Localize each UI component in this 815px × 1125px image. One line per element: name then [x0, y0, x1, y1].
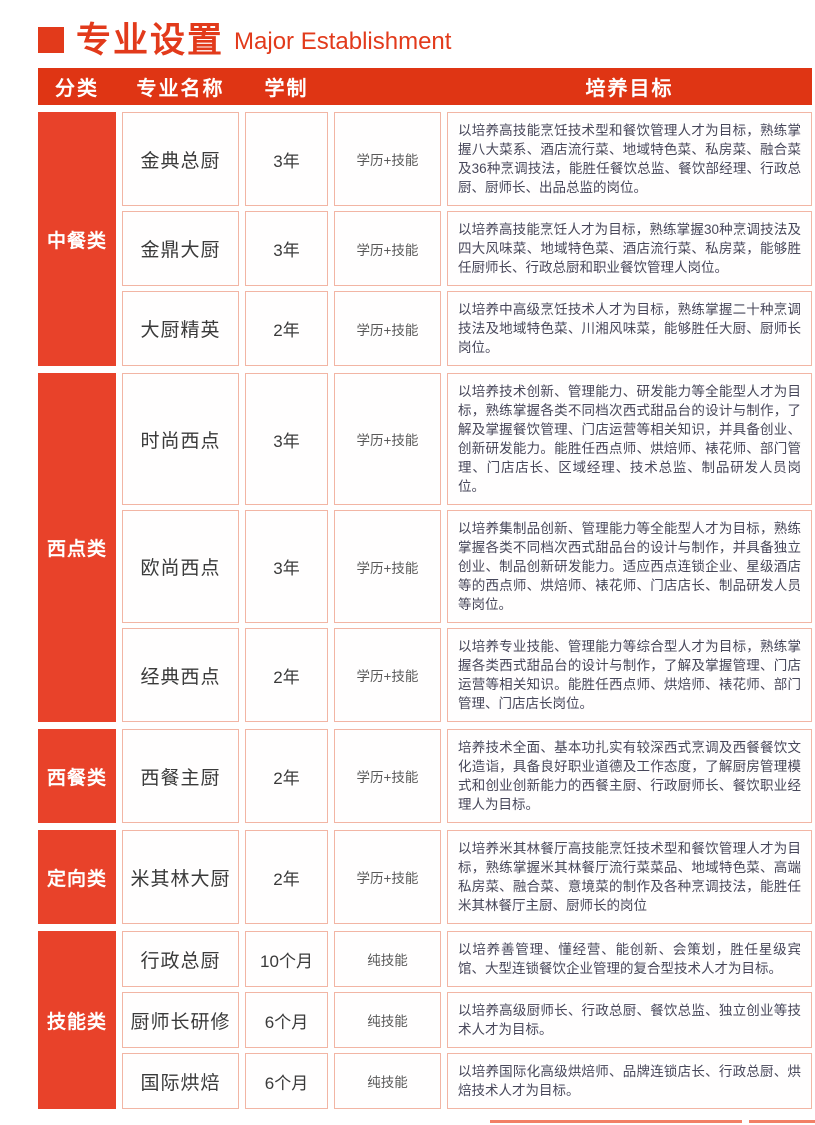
mode-badge: 学历+技能: [334, 291, 441, 366]
duration-cell: 10个月: [245, 931, 328, 987]
major-name-cell: 行政总厨: [122, 931, 239, 987]
mode-badge: 学历+技能: [334, 628, 441, 722]
objective-cell: 以培养集制品创新、管理能力等全能型人才为目标，熟练掌握各类不同档次西式甜品台的设…: [447, 510, 812, 623]
major-name-cell: 国际烘焙: [122, 1053, 239, 1109]
category-group: 西餐类 西餐主厨 2年 学历+技能 培养技术全面、基本功扎实有较深西式烹调及西餐…: [38, 729, 812, 823]
duration-cell: 3年: [245, 112, 328, 206]
table-row: 国际烘焙 6个月 纯技能 以培养国际化高级烘焙师、品牌连锁店长、行政总厨、烘焙技…: [122, 1053, 812, 1109]
mode-badge: 学历+技能: [334, 373, 441, 505]
col-header-objective: 培养目标: [585, 78, 674, 100]
major-name-cell: 大厨精英: [122, 291, 239, 366]
table-body: 中餐类 金典总厨 3年 学历+技能 以培养高技能烹饪技术型和餐饮管理人才为目标，…: [38, 112, 812, 1109]
category-cell: 西餐类: [38, 729, 116, 823]
objective-cell: 以培养国际化高级烘焙师、品牌连锁店长、行政总厨、烘焙技术人才为目标。: [447, 1053, 812, 1109]
mode-badge: 学历+技能: [334, 112, 441, 206]
category-group: 技能类 行政总厨 10个月 纯技能 以培养善管理、懂经营、能创新、会策划，胜任星…: [38, 931, 812, 1109]
table-row: 经典西点 2年 学历+技能 以培养专业技能、管理能力等综合型人才为目标，熟练掌握…: [122, 628, 812, 722]
mode-badge: 纯技能: [334, 992, 441, 1048]
group-rows: 金典总厨 3年 学历+技能 以培养高技能烹饪技术型和餐饮管理人才为目标，熟练掌握…: [122, 112, 812, 366]
major-name-cell: 西餐主厨: [122, 729, 239, 823]
title-square-bullet-icon: [38, 27, 64, 53]
duration-cell: 3年: [245, 211, 328, 286]
table-row: 米其林大厨 2年 学历+技能 以培养米其林餐厅高技能烹饪技术型和餐饮管理人才为目…: [122, 830, 812, 924]
objective-cell: 以培养善管理、懂经营、能创新、会策划，胜任星级宾馆、大型连锁餐饮企业管理的复合型…: [447, 931, 812, 987]
mode-badge: 学历+技能: [334, 510, 441, 623]
mode-badge: 纯技能: [334, 931, 441, 987]
objective-cell: 以培养高技能烹饪人才为目标，熟练掌握30种烹调技法及四大风味菜、地域特色菜、酒店…: [447, 211, 812, 286]
major-name-cell: 金鼎大厨: [122, 211, 239, 286]
col-header-category: 分类: [55, 78, 99, 100]
footer-accent-line: [749, 1120, 815, 1123]
table-row: 行政总厨 10个月 纯技能 以培养善管理、懂经营、能创新、会策划，胜任星级宾馆、…: [122, 931, 812, 987]
table-row: 西餐主厨 2年 学历+技能 培养技术全面、基本功扎实有较深西式烹调及西餐餐饮文化…: [122, 729, 812, 823]
duration-cell: 2年: [245, 628, 328, 722]
group-rows: 西餐主厨 2年 学历+技能 培养技术全面、基本功扎实有较深西式烹调及西餐餐饮文化…: [122, 729, 812, 823]
col-header-duration: 学制: [264, 78, 309, 100]
major-name-cell: 经典西点: [122, 628, 239, 722]
major-name-cell: 欧尚西点: [122, 510, 239, 623]
table-row: 金典总厨 3年 学历+技能 以培养高技能烹饪技术型和餐饮管理人才为目标，熟练掌握…: [122, 112, 812, 206]
page-header: 专业设置 Major Establishment: [0, 0, 815, 64]
col-header-major: 专业名称: [136, 78, 225, 100]
category-group: 中餐类 金典总厨 3年 学历+技能 以培养高技能烹饪技术型和餐饮管理人才为目标，…: [38, 112, 812, 366]
major-name-cell: 金典总厨: [122, 112, 239, 206]
duration-cell: 2年: [245, 830, 328, 924]
objective-cell: 以培养技术创新、管理能力、研发能力等全能型人才为目标，熟练掌握各类不同档次西式甜…: [447, 373, 812, 505]
category-cell: 西点类: [38, 373, 116, 722]
objective-cell: 以培养专业技能、管理能力等综合型人才为目标，熟练掌握各类西式甜品台的设计与制作，…: [447, 628, 812, 722]
page-title-en: Major Establishment: [234, 28, 452, 55]
group-rows: 时尚西点 3年 学历+技能 以培养技术创新、管理能力、研发能力等全能型人才为目标…: [122, 373, 812, 722]
mode-badge: 学历+技能: [334, 830, 441, 924]
table-row: 时尚西点 3年 学历+技能 以培养技术创新、管理能力、研发能力等全能型人才为目标…: [122, 373, 812, 505]
category-group: 西点类 时尚西点 3年 学历+技能 以培养技术创新、管理能力、研发能力等全能型人…: [38, 373, 812, 722]
objective-cell: 以培养中高级烹饪技术人才为目标，熟练掌握二十种烹调技法及地域特色菜、川湘风味菜，…: [447, 291, 812, 366]
duration-cell: 6个月: [245, 1053, 328, 1109]
major-name-cell: 时尚西点: [122, 373, 239, 505]
mode-badge: 纯技能: [334, 1053, 441, 1109]
category-cell: 定向类: [38, 830, 116, 924]
category-cell: 技能类: [38, 931, 116, 1109]
major-name-cell: 米其林大厨: [122, 830, 239, 924]
objective-cell: 以培养高技能烹饪技术型和餐饮管理人才为目标，熟练掌握八大菜系、酒店流行菜、地域特…: [447, 112, 812, 206]
table-row: 金鼎大厨 3年 学历+技能 以培养高技能烹饪人才为目标，熟练掌握30种烹调技法及…: [122, 211, 812, 286]
page-title: 专业设置: [76, 20, 225, 60]
duration-cell: 2年: [245, 291, 328, 366]
footer-accent-line: [490, 1120, 742, 1123]
objective-cell: 培养技术全面、基本功扎实有较深西式烹调及西餐餐饮文化造诣，具备良好职业道德及工作…: [447, 729, 812, 823]
mode-badge: 学历+技能: [334, 729, 441, 823]
group-rows: 行政总厨 10个月 纯技能 以培养善管理、懂经营、能创新、会策划，胜任星级宾馆、…: [122, 931, 812, 1109]
table-header-row: 分类 专业名称 学制 培养目标: [38, 68, 812, 105]
category-group: 定向类 米其林大厨 2年 学历+技能 以培养米其林餐厅高技能烹饪技术型和餐饮管理…: [38, 830, 812, 924]
duration-cell: 6个月: [245, 992, 328, 1048]
objective-cell: 以培养高级厨师长、行政总厨、餐饮总监、独立创业等技术人才为目标。: [447, 992, 812, 1048]
duration-cell: 2年: [245, 729, 328, 823]
table-row: 欧尚西点 3年 学历+技能 以培养集制品创新、管理能力等全能型人才为目标，熟练掌…: [122, 510, 812, 623]
duration-cell: 3年: [245, 373, 328, 505]
table-row: 大厨精英 2年 学历+技能 以培养中高级烹饪技术人才为目标，熟练掌握二十种烹调技…: [122, 291, 812, 366]
mode-badge: 学历+技能: [334, 211, 441, 286]
duration-cell: 3年: [245, 510, 328, 623]
group-rows: 米其林大厨 2年 学历+技能 以培养米其林餐厅高技能烹饪技术型和餐饮管理人才为目…: [122, 830, 812, 924]
major-name-cell: 厨师长研修: [122, 992, 239, 1048]
category-cell: 中餐类: [38, 112, 116, 366]
objective-cell: 以培养米其林餐厅高技能烹饪技术型和餐饮管理人才为目标，熟练掌握米其林餐厅流行菜菜…: [447, 830, 812, 924]
table-row: 厨师长研修 6个月 纯技能 以培养高级厨师长、行政总厨、餐饮总监、独立创业等技术…: [122, 992, 812, 1048]
